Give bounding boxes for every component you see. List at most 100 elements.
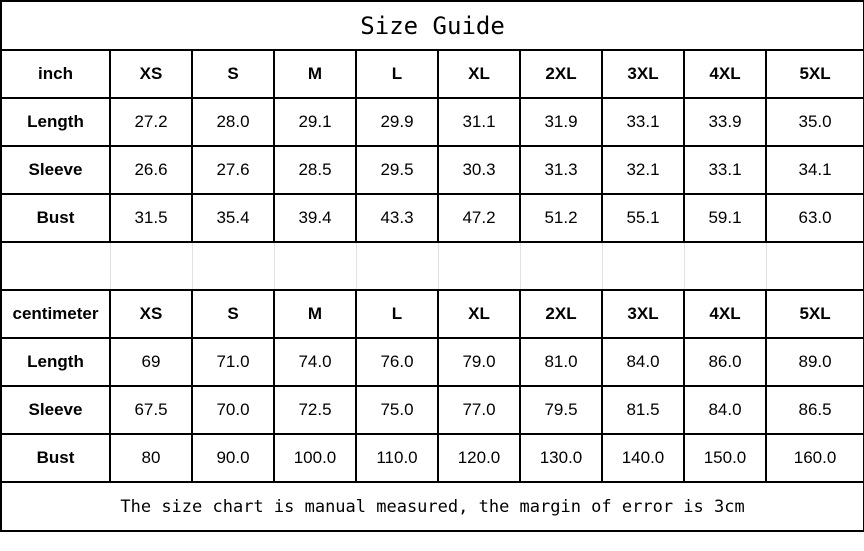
measurement-cell: 84.0 <box>601 337 685 387</box>
table-row: Bust 80 90.0 100.0 110.0 120.0 130.0 140.0 150.0… <box>0 433 864 483</box>
measurement-cell: 26.6 <box>109 145 193 195</box>
measurement-cell: 63.0 <box>764 193 864 243</box>
measurement-cell: 27.2 <box>109 97 193 147</box>
size-header: 5XL <box>764 289 864 339</box>
measurement-cell: 79.0 <box>437 337 521 387</box>
empty-cell <box>519 241 603 291</box>
empty-cell <box>765 241 864 291</box>
size-header: S <box>191 289 275 339</box>
measurement-cell: 30.3 <box>437 145 521 195</box>
measurement-cell: 86.0 <box>683 337 767 387</box>
empty-cell <box>601 241 685 291</box>
row-label: Bust <box>0 433 111 483</box>
measurement-cell: 32.1 <box>601 145 685 195</box>
table-row: Length 27.2 28.0 29.1 29.9 31.1 31.9 33.1 33.9 35… <box>0 97 864 147</box>
centimeter-header-row: centimeter XS S M L XL 2XL 3XL 4XL 5XL <box>0 289 864 339</box>
measurement-cell: 140.0 <box>601 433 685 483</box>
measurement-cell: 33.1 <box>683 145 767 195</box>
empty-cell <box>0 241 111 291</box>
measurement-cell: 31.1 <box>437 97 521 147</box>
measurement-cell: 29.5 <box>355 145 439 195</box>
empty-cell <box>109 241 193 291</box>
measurement-cell: 69 <box>109 337 193 387</box>
size-header: XS <box>109 289 193 339</box>
size-guide-table: Size Guide inch XS S M L XL 2XL 3XL 4XL 5XL Length… <box>0 0 864 532</box>
measurement-cell: 55.1 <box>601 193 685 243</box>
row-label: Length <box>0 97 111 147</box>
measurement-cell: 100.0 <box>273 433 357 483</box>
measurement-cell: 27.6 <box>191 145 275 195</box>
measurement-cell: 72.5 <box>273 385 357 435</box>
size-header: M <box>273 289 357 339</box>
measurement-cell: 33.9 <box>683 97 767 147</box>
measurement-cell: 67.5 <box>109 385 193 435</box>
measurement-cell: 31.3 <box>519 145 603 195</box>
measurement-cell: 59.1 <box>683 193 767 243</box>
measurement-cell: 110.0 <box>355 433 439 483</box>
measurement-cell: 86.5 <box>764 385 864 435</box>
row-label: Sleeve <box>0 145 111 195</box>
measurement-cell: 28.5 <box>273 145 357 195</box>
size-header: 3XL <box>601 289 685 339</box>
measurement-cell: 80 <box>109 433 193 483</box>
unit-label: inch <box>0 49 111 99</box>
measurement-cell: 84.0 <box>683 385 767 435</box>
measurement-cell: 81.0 <box>519 337 603 387</box>
table-row: Length 69 71.0 74.0 76.0 79.0 81.0 84.0 86.0 89.0 <box>0 337 864 387</box>
size-header: M <box>273 49 357 99</box>
size-header: L <box>355 49 439 99</box>
size-header: 2XL <box>519 289 603 339</box>
measurement-cell: 47.2 <box>437 193 521 243</box>
size-header: 2XL <box>519 49 603 99</box>
measurement-cell: 34.1 <box>764 145 864 195</box>
page-title: Size Guide <box>0 0 864 51</box>
table-row: Sleeve 67.5 70.0 72.5 75.0 77.0 79.5 81.5 84.0 86… <box>0 385 864 435</box>
unit-label: centimeter <box>0 289 111 339</box>
measurement-cell: 160.0 <box>764 433 864 483</box>
row-label: Length <box>0 337 111 387</box>
size-header: 4XL <box>683 289 767 339</box>
empty-cell <box>437 241 521 291</box>
size-header: L <box>355 289 439 339</box>
row-label: Sleeve <box>0 385 111 435</box>
measurement-cell: 150.0 <box>683 433 767 483</box>
measurement-cell: 31.5 <box>109 193 193 243</box>
empty-cell <box>683 241 767 291</box>
size-header: 3XL <box>601 49 685 99</box>
measurement-cell: 75.0 <box>355 385 439 435</box>
measurement-cell: 71.0 <box>191 337 275 387</box>
size-header: XS <box>109 49 193 99</box>
measurement-cell: 29.1 <box>273 97 357 147</box>
table-row: Bust 31.5 35.4 39.4 43.3 47.2 51.2 55.1 59.1 63.0 <box>0 193 864 243</box>
footnote: The size chart is manual measured, the m… <box>0 481 864 532</box>
measurement-cell: 28.0 <box>191 97 275 147</box>
size-header: S <box>191 49 275 99</box>
measurement-cell: 43.3 <box>355 193 439 243</box>
measurement-cell: 79.5 <box>519 385 603 435</box>
measurement-cell: 120.0 <box>437 433 521 483</box>
measurement-cell: 35.0 <box>764 97 864 147</box>
size-header: 4XL <box>683 49 767 99</box>
empty-cell <box>191 241 275 291</box>
row-label: Bust <box>0 193 111 243</box>
measurement-cell: 76.0 <box>355 337 439 387</box>
measurement-cell: 35.4 <box>191 193 275 243</box>
measurement-cell: 130.0 <box>519 433 603 483</box>
measurement-cell: 74.0 <box>273 337 357 387</box>
measurement-cell: 31.9 <box>519 97 603 147</box>
spacer-row <box>0 241 864 291</box>
inch-header-row: inch XS S M L XL 2XL 3XL 4XL 5XL <box>0 49 864 99</box>
size-header: XL <box>437 49 521 99</box>
measurement-cell: 29.9 <box>355 97 439 147</box>
measurement-cell: 77.0 <box>437 385 521 435</box>
measurement-cell: 33.1 <box>601 97 685 147</box>
size-header: 5XL <box>764 49 864 99</box>
measurement-cell: 39.4 <box>273 193 357 243</box>
table-row: Sleeve 26.6 27.6 28.5 29.5 30.3 31.3 32.1 33.1 34… <box>0 145 864 195</box>
size-header: XL <box>437 289 521 339</box>
measurement-cell: 81.5 <box>601 385 685 435</box>
empty-cell <box>355 241 439 291</box>
empty-cell <box>273 241 357 291</box>
measurement-cell: 51.2 <box>519 193 603 243</box>
measurement-cell: 90.0 <box>191 433 275 483</box>
